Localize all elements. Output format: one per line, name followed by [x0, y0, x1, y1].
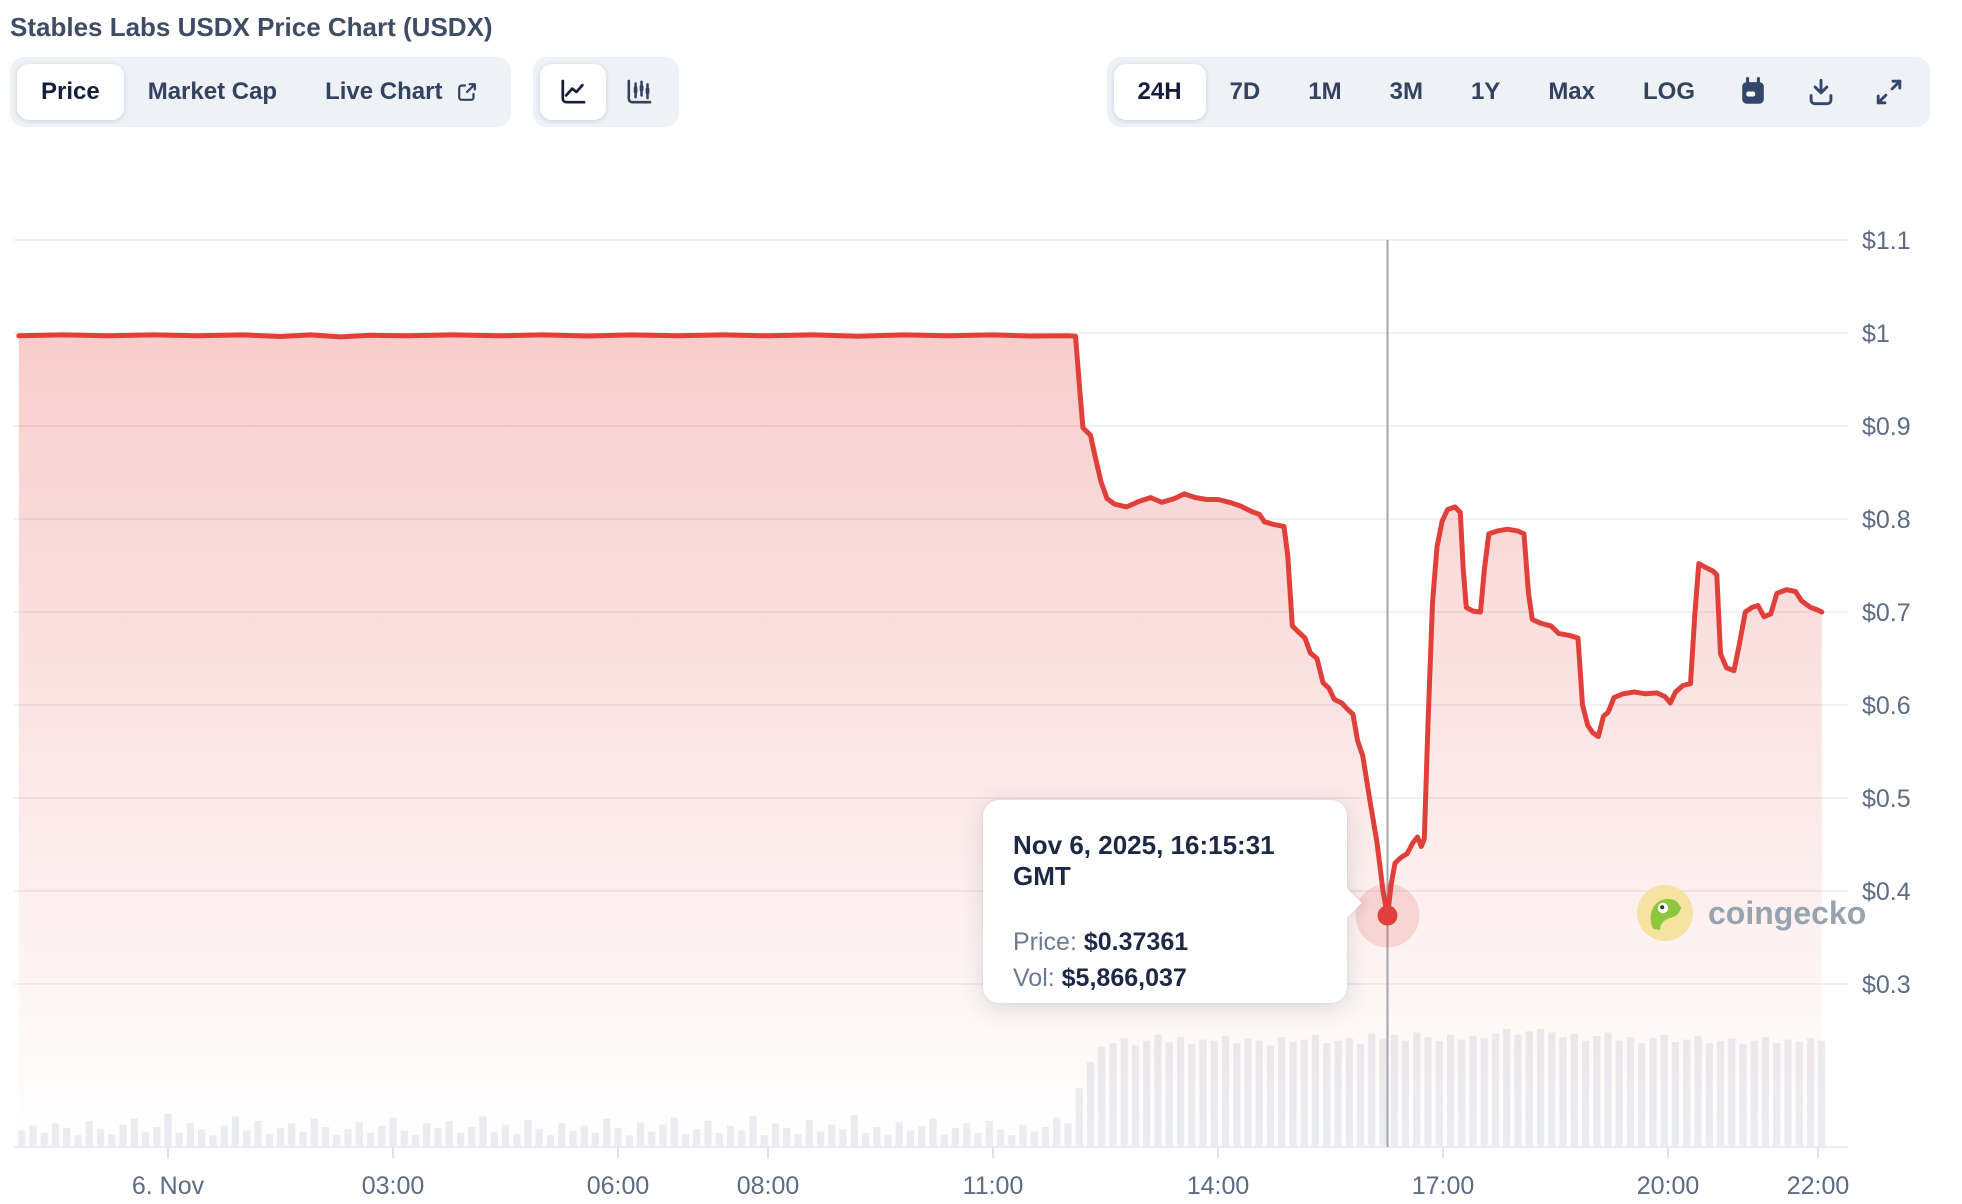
- coingecko-watermark-text: coingecko: [1708, 894, 1867, 931]
- y-axis-label: $0.7: [1862, 599, 1911, 627]
- hovered-point-marker: [1377, 905, 1398, 926]
- candlestick-chart-button[interactable]: [606, 64, 672, 120]
- fullscreen-button[interactable]: [1855, 64, 1923, 120]
- y-axis-label: $0.3: [1862, 971, 1911, 999]
- line-chart-icon: [561, 79, 586, 104]
- chart-plot-area[interactable]: [14, 190, 1848, 1150]
- range-1m-button[interactable]: 1M: [1284, 64, 1365, 120]
- x-axis-label: 08:00: [737, 1172, 800, 1200]
- y-axis-label: $0.6: [1862, 692, 1911, 720]
- range-max-button[interactable]: Max: [1524, 64, 1619, 120]
- tooltip-price-value: $0.37361: [1083, 928, 1189, 956]
- range-1y-button[interactable]: 1Y: [1447, 64, 1524, 120]
- coingecko-watermark: coingecko: [1636, 884, 1866, 942]
- range-group: 24H 7D 1M 3M 1Y Max LOG: [1106, 57, 1930, 127]
- x-axis-label: 22:00: [1787, 1172, 1850, 1200]
- x-axis-label: 14:00: [1187, 1172, 1250, 1200]
- live-chart-link[interactable]: Live Chart: [301, 64, 504, 120]
- range-7d-button[interactable]: 7D: [1206, 64, 1285, 120]
- view-toggle-group: Price Market Cap Live Chart: [10, 57, 512, 127]
- y-axis-label: $0.9: [1862, 413, 1911, 441]
- chart-toolbar: Price Market Cap Live Chart: [10, 57, 1930, 127]
- y-axis-label: $1.1: [1862, 227, 1911, 255]
- page-title: Stables Labs USDX Price Chart (USDX): [10, 12, 493, 42]
- expand-icon: [1876, 79, 1902, 105]
- y-axis-label: $1: [1862, 320, 1890, 348]
- range-24h-button[interactable]: 24H: [1113, 64, 1206, 120]
- tooltip-volume-row: Vol: $5,866,037: [1013, 960, 1317, 996]
- y-axis-label: $0.5: [1862, 785, 1911, 813]
- price-tab[interactable]: Price: [17, 64, 124, 120]
- tooltip-price-row: Price: $0.37361: [1013, 924, 1317, 960]
- market-cap-tab[interactable]: Market Cap: [124, 64, 301, 120]
- x-axis-label: 17:00: [1412, 1172, 1475, 1200]
- range-3m-button[interactable]: 3M: [1366, 64, 1447, 120]
- y-axis-label: $0.4: [1862, 878, 1911, 906]
- external-link-icon: [458, 83, 477, 101]
- line-chart-button[interactable]: [540, 64, 607, 120]
- chart-tooltip: Nov 6, 2025, 16:15:31 GMT Price: $0.3736…: [983, 800, 1347, 1003]
- price-line: [16, 332, 1825, 918]
- log-scale-button[interactable]: LOG: [1619, 64, 1719, 120]
- x-axis-label: 20:00: [1637, 1172, 1700, 1200]
- date-range-button[interactable]: [1719, 64, 1787, 120]
- x-axis-label: 03:00: [362, 1172, 425, 1200]
- x-axis-label: 06:00: [587, 1172, 650, 1200]
- live-chart-label: Live Chart: [325, 78, 443, 105]
- download-icon: [1809, 78, 1833, 106]
- tooltip-price-label: Price:: [1013, 928, 1077, 956]
- chart-type-group: [533, 57, 680, 127]
- calendar-icon: [1742, 76, 1764, 104]
- download-button[interactable]: [1787, 64, 1855, 120]
- tooltip-timestamp: Nov 6, 2025, 16:15:31 GMT: [1013, 830, 1275, 891]
- y-axis-label: $0.8: [1862, 506, 1911, 534]
- tooltip-volume-value: $5,866,037: [1061, 964, 1187, 992]
- tooltip-volume-label: Vol:: [1013, 964, 1055, 992]
- coingecko-logo-icon: [1637, 885, 1693, 941]
- x-axis-label: 11:00: [963, 1172, 1024, 1200]
- price-area: [18, 334, 1822, 1147]
- candlestick-chart-icon: [627, 79, 652, 104]
- x-axis-label: 6. Nov: [132, 1172, 205, 1200]
